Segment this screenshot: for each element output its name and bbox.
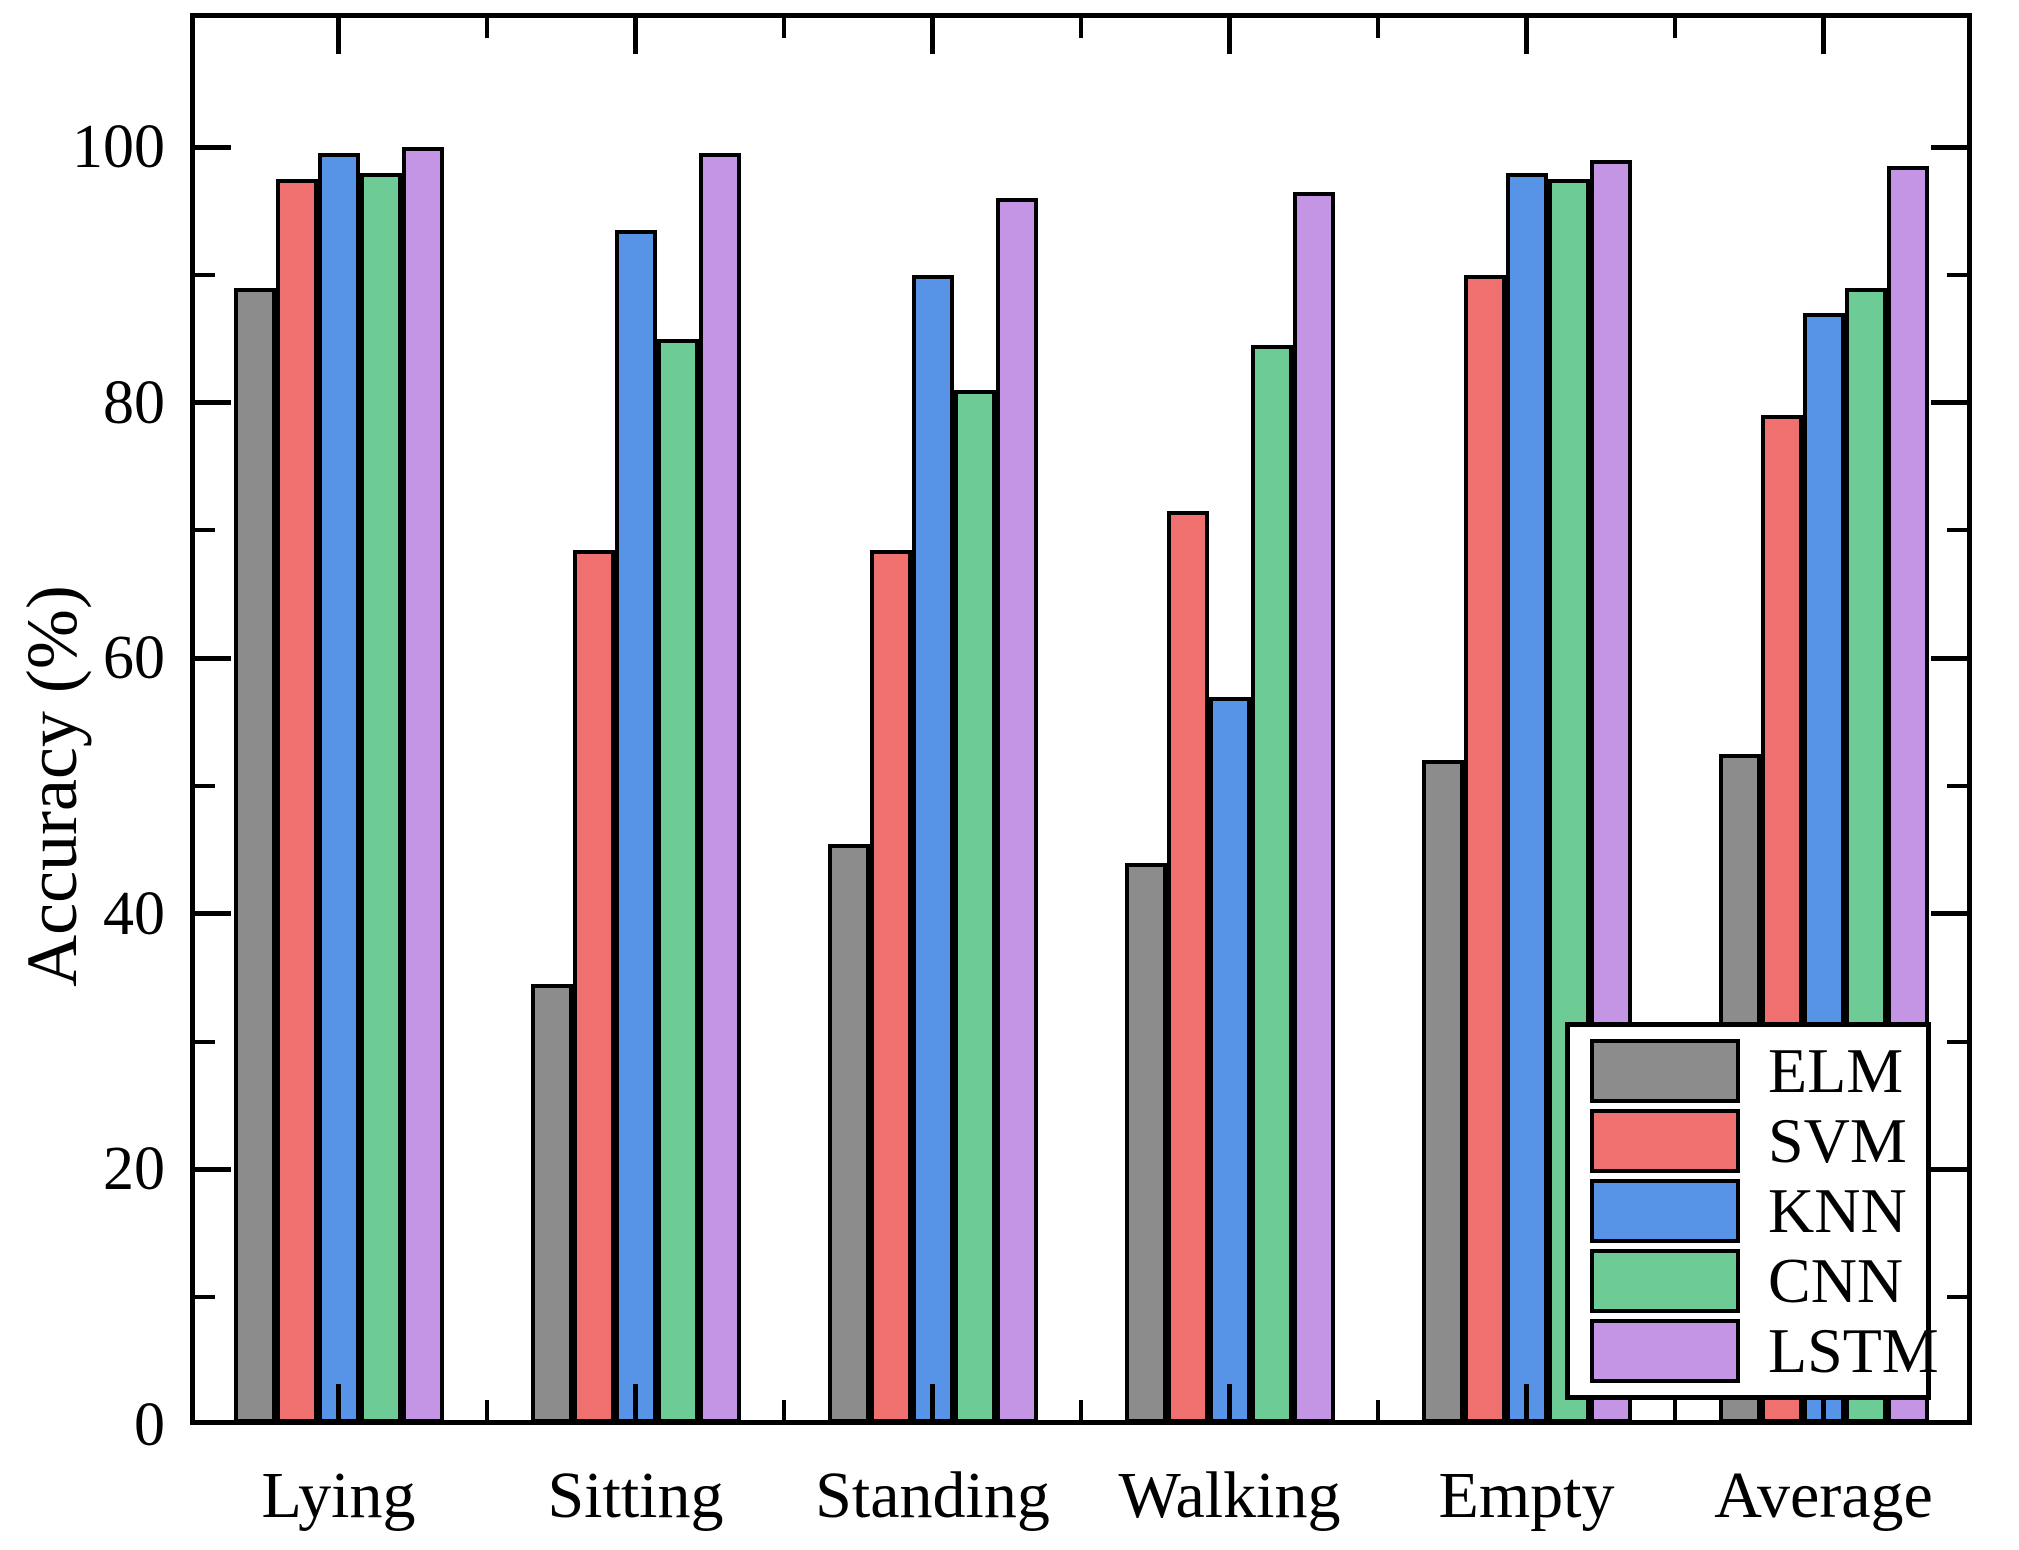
y-tick-label: 40 <box>103 879 165 948</box>
x-minor-tick <box>1673 18 1677 38</box>
legend-label: ELM <box>1768 1035 1904 1106</box>
y-tick-label: 100 <box>72 113 165 181</box>
legend-swatch-cnn <box>1590 1249 1740 1313</box>
bar-svm-lying <box>275 178 318 1423</box>
x-tick-label: Standing <box>815 1459 1050 1532</box>
legend-swatch-lstm <box>1590 1319 1740 1383</box>
bar-svm-standing <box>869 549 912 1423</box>
x-minor-tick <box>485 18 489 38</box>
x-tick-label: Sitting <box>547 1459 724 1532</box>
y-major-tick <box>1931 400 1967 406</box>
legend-label: CNN <box>1768 1245 1904 1316</box>
legend-swatch-svm <box>1590 1109 1740 1173</box>
x-minor-tick <box>782 1400 786 1420</box>
bar-elm-empty <box>1421 760 1464 1423</box>
y-minor-tick <box>195 528 215 533</box>
bar-knn-standing <box>911 274 954 1423</box>
bar-elm-lying <box>233 287 276 1423</box>
legend-item-lstm: LSTM <box>1590 1319 1939 1383</box>
bar-knn-empty <box>1505 172 1548 1423</box>
y-minor-tick <box>1947 272 1967 277</box>
bar-svm-empty <box>1463 274 1506 1423</box>
x-minor-tick <box>1079 1400 1083 1420</box>
x-major-tick <box>633 18 638 54</box>
x-minor-tick <box>1079 18 1083 38</box>
y-major-tick <box>1931 911 1967 917</box>
bar-svm-walking <box>1166 511 1209 1423</box>
y-minor-tick <box>1947 1295 1967 1300</box>
y-minor-tick <box>1947 1039 1967 1044</box>
y-minor-tick <box>195 1295 215 1300</box>
legend-item-knn: KNN <box>1590 1179 1908 1243</box>
y-major-tick <box>1931 144 1967 150</box>
y-minor-tick <box>1947 528 1967 533</box>
legend-item-svm: SVM <box>1590 1109 1908 1173</box>
legend: ELM SVM KNN CNN LSTM <box>1565 1022 1939 1400</box>
x-minor-tick <box>782 18 786 38</box>
x-tick-label: Average <box>1714 1459 1933 1532</box>
x-tick-label: Walking <box>1118 1459 1341 1532</box>
y-minor-tick <box>195 1039 215 1044</box>
x-minor-tick <box>1376 18 1380 38</box>
bar-lstm-sitting <box>698 153 741 1423</box>
y-tick-label: 80 <box>103 368 165 437</box>
bar-svm-sitting <box>572 549 615 1423</box>
bar-knn-sitting <box>614 230 657 1423</box>
bar-cnn-standing <box>953 389 996 1423</box>
x-major-tick <box>336 18 341 54</box>
y-tick-label: 60 <box>103 624 165 693</box>
legend-item-cnn: CNN <box>1590 1249 1908 1313</box>
legend-swatch-elm <box>1590 1039 1740 1103</box>
x-major-tick <box>1524 1384 1529 1420</box>
y-tick-label: 0 <box>134 1391 165 1459</box>
bar-lstm-lying <box>401 147 444 1423</box>
bar-knn-walking <box>1208 696 1251 1423</box>
bar-elm-walking <box>1124 862 1167 1423</box>
legend-label: LSTM <box>1768 1315 1939 1386</box>
y-major-tick <box>1931 655 1967 661</box>
legend-label: KNN <box>1768 1175 1907 1246</box>
y-major-tick <box>1931 1166 1967 1172</box>
bar-cnn-walking <box>1250 345 1293 1423</box>
x-major-tick <box>1821 18 1826 54</box>
bar-elm-standing <box>827 843 870 1423</box>
x-major-tick <box>336 1384 341 1420</box>
x-minor-tick <box>1376 1400 1380 1420</box>
y-major-tick <box>195 144 231 150</box>
bar-elm-sitting <box>530 984 573 1423</box>
y-tick-label: 20 <box>103 1135 165 1204</box>
y-minor-tick <box>1947 784 1967 788</box>
legend-swatch-knn <box>1590 1179 1740 1243</box>
bar-lstm-standing <box>995 198 1038 1423</box>
x-tick-label: Empty <box>1438 1459 1615 1532</box>
x-major-tick <box>1524 18 1529 54</box>
bar-cnn-sitting <box>656 338 699 1423</box>
y-major-tick <box>195 911 231 917</box>
x-major-tick <box>633 1384 638 1420</box>
bar-lstm-walking <box>1292 191 1335 1423</box>
y-minor-tick <box>195 784 215 788</box>
x-minor-tick <box>485 1400 489 1420</box>
x-tick-label: Lying <box>261 1459 416 1532</box>
x-major-tick <box>1227 18 1232 54</box>
x-major-tick <box>1227 1384 1232 1420</box>
legend-label: SVM <box>1768 1105 1907 1176</box>
x-major-tick <box>930 18 935 54</box>
y-minor-tick <box>195 272 215 277</box>
x-major-tick <box>1821 1384 1826 1420</box>
legend-item-elm: ELM <box>1590 1039 1908 1103</box>
x-minor-tick <box>1673 1400 1677 1420</box>
y-major-tick <box>195 1166 231 1172</box>
bar-cnn-lying <box>359 172 402 1423</box>
bar-knn-lying <box>317 153 360 1423</box>
y-major-tick <box>195 400 231 406</box>
x-major-tick <box>930 1384 935 1420</box>
y-major-tick <box>195 655 231 661</box>
